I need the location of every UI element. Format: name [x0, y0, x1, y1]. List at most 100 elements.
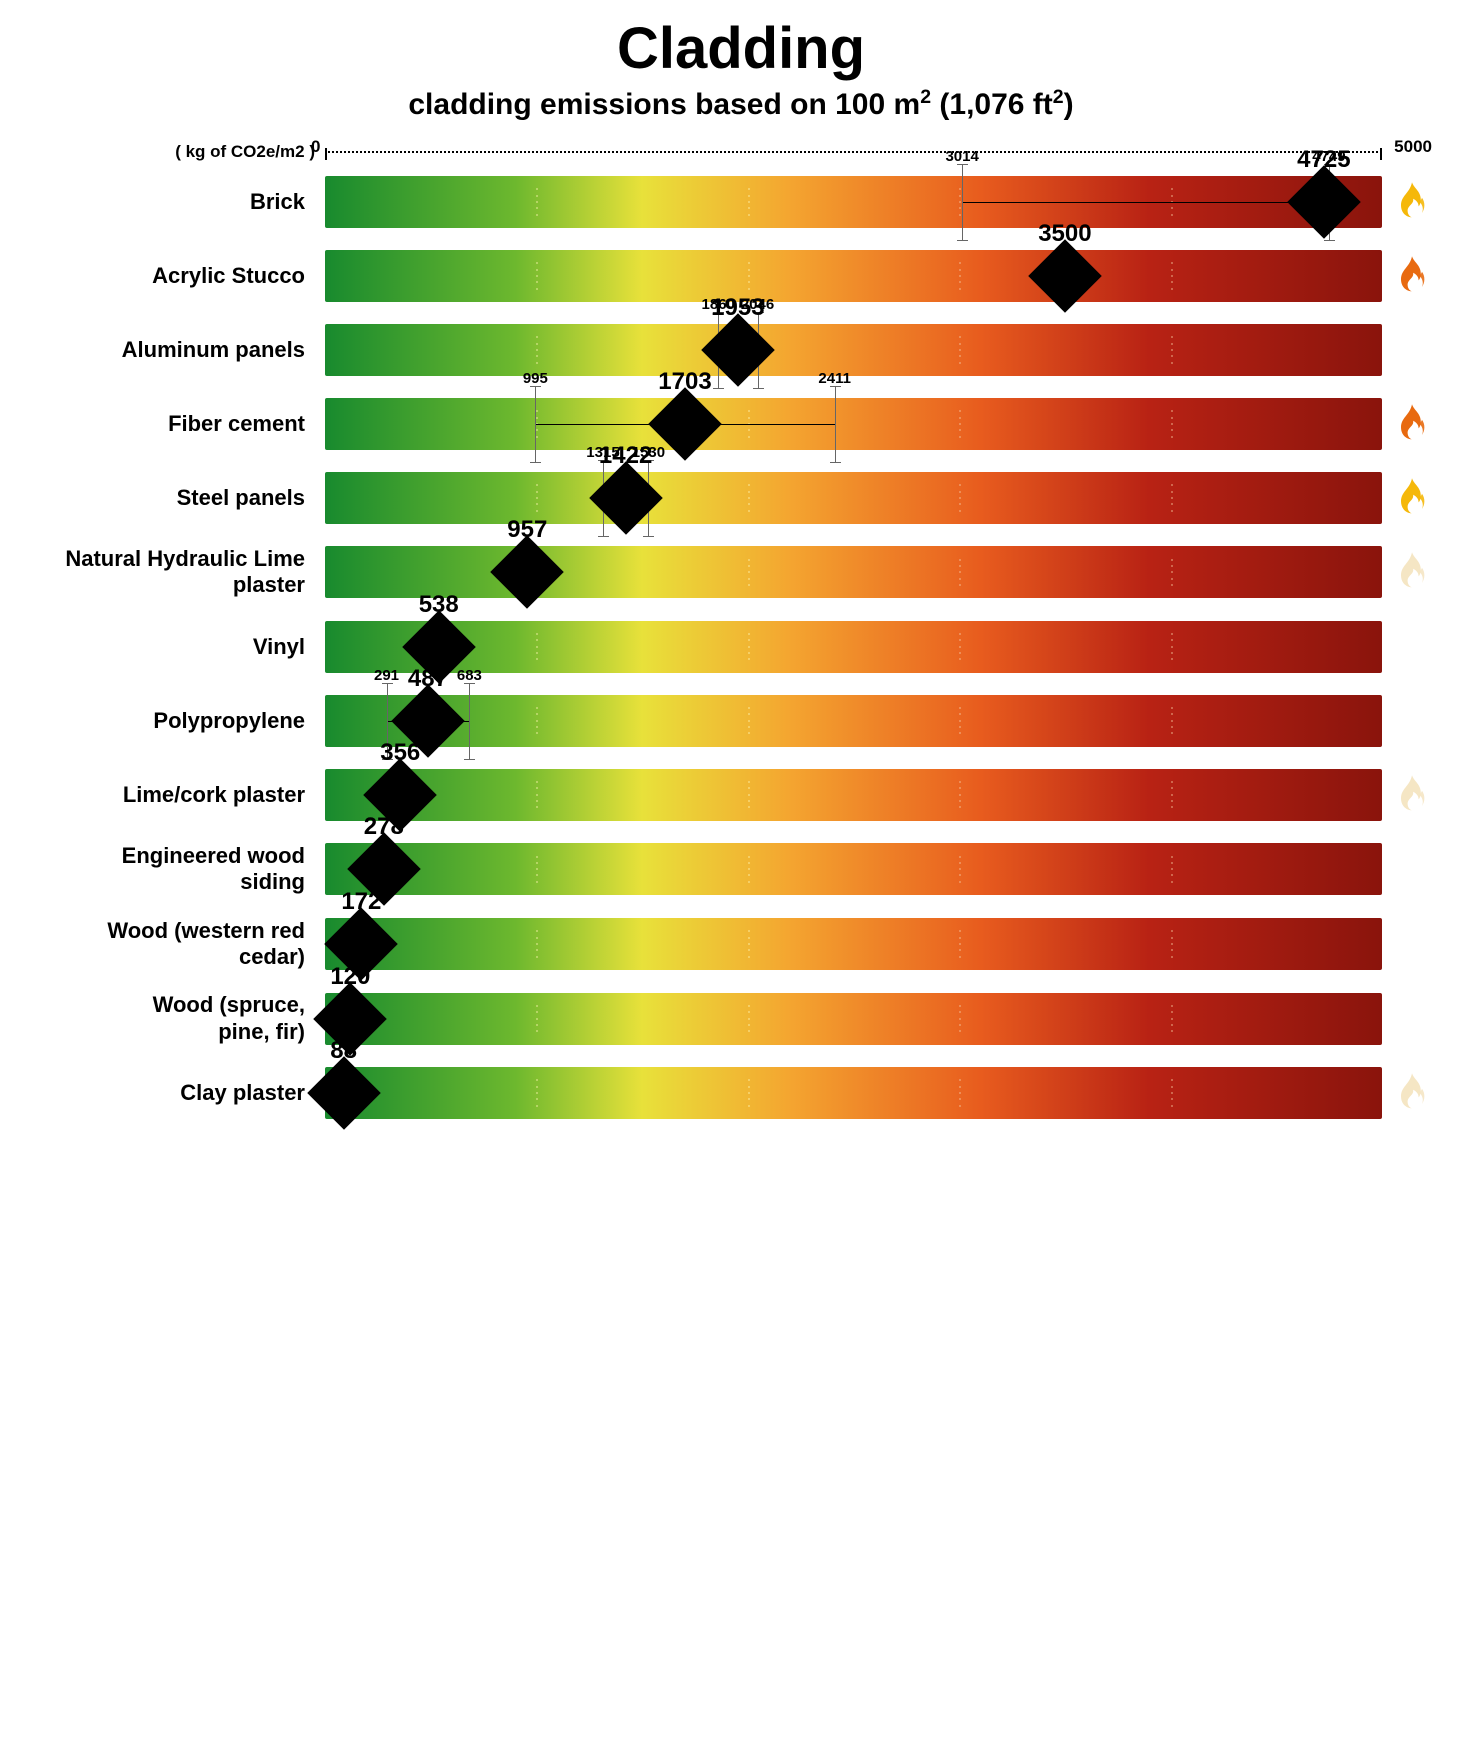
flame-cell — [1382, 402, 1442, 446]
value-label: 278 — [364, 813, 404, 841]
tick-marker — [1171, 472, 1173, 524]
tick-marker — [536, 621, 538, 673]
tick-marker — [1171, 1067, 1173, 1119]
data-row: Polypropylene291683487 — [40, 695, 1442, 747]
flame-cell — [1382, 550, 1442, 594]
row-label: Wood (western redcedar) — [40, 918, 325, 971]
data-row: Natural Hydraulic Limeplaster957 — [40, 546, 1442, 599]
value-label: 3500 — [1038, 220, 1091, 248]
value-label: 356 — [380, 739, 420, 767]
tick-marker — [748, 546, 750, 598]
range-low-label: 3014 — [945, 148, 978, 165]
axis-max-label: 5000 — [1394, 137, 1432, 157]
row-label: Acrylic Stucco — [40, 263, 325, 289]
tick-marker — [1171, 398, 1173, 450]
row-label: Steel panels — [40, 485, 325, 511]
chart-subtitle: cladding emissions based on 100 m2 (1,07… — [40, 86, 1442, 122]
bar-container: 99524111703 — [325, 398, 1382, 450]
row-label: Fiber cement — [40, 411, 325, 437]
bar-container: 301447494725 — [325, 176, 1382, 228]
bar-container: 131515301422 — [325, 472, 1382, 524]
tick-marker — [959, 918, 961, 970]
tick-marker — [1171, 769, 1173, 821]
bar-container: 278 — [325, 843, 1382, 895]
tick-marker — [959, 621, 961, 673]
tick-marker — [959, 324, 961, 376]
tick-marker — [959, 695, 961, 747]
gradient-bar — [325, 1067, 1382, 1119]
value-label: 88 — [330, 1037, 357, 1065]
tick-marker — [748, 695, 750, 747]
tick-marker — [748, 843, 750, 895]
flame-icon — [1393, 402, 1431, 446]
tick-marker — [536, 250, 538, 302]
gradient-bar — [325, 250, 1382, 302]
row-label: Engineered woodsiding — [40, 843, 325, 896]
flame-icon — [1393, 180, 1431, 224]
data-row: Vinyl538 — [40, 621, 1442, 673]
data-row: Engineered woodsiding278 — [40, 843, 1442, 896]
gradient-bar — [325, 993, 1382, 1045]
error-cap — [962, 164, 963, 240]
row-label: Clay plaster — [40, 1080, 325, 1106]
value-label: 1422 — [599, 442, 652, 470]
data-row: Aluminum panels186020461953 — [40, 324, 1442, 376]
tick-marker — [1171, 843, 1173, 895]
row-label: Polypropylene — [40, 708, 325, 734]
row-label: Vinyl — [40, 634, 325, 660]
gradient-bar — [325, 472, 1382, 524]
tick-marker — [959, 769, 961, 821]
row-label: Lime/cork plaster — [40, 782, 325, 808]
tick-marker — [748, 1067, 750, 1119]
flame-icon — [1393, 550, 1431, 594]
axis-min-label: 0 — [311, 137, 320, 157]
flame-cell — [1382, 180, 1442, 224]
tick-marker — [748, 918, 750, 970]
value-label: 957 — [507, 516, 547, 544]
flame-cell — [1382, 476, 1442, 520]
tick-marker — [748, 769, 750, 821]
bar-container: 172 — [325, 918, 1382, 970]
tick-marker — [959, 398, 961, 450]
data-row: Fiber cement99524111703 — [40, 398, 1442, 450]
value-label: 120 — [330, 963, 370, 991]
row-label: Brick — [40, 189, 325, 215]
tick-marker — [959, 843, 961, 895]
tick-marker — [959, 472, 961, 524]
axis-unit-label: ( kg of CO2e/m2 ) — [40, 142, 325, 162]
row-label: Natural Hydraulic Limeplaster — [40, 546, 325, 599]
gradient-bar — [325, 695, 1382, 747]
data-row: Lime/cork plaster356 — [40, 769, 1442, 821]
bar-container: 291683487 — [325, 695, 1382, 747]
data-row: Clay plaster88 — [40, 1067, 1442, 1119]
flame-icon — [1393, 254, 1431, 298]
tick-marker — [536, 176, 538, 228]
row-label: Wood (spruce,pine, fir) — [40, 992, 325, 1045]
tick-marker — [748, 472, 750, 524]
value-label: 538 — [419, 591, 459, 619]
error-cap — [835, 386, 836, 462]
gradient-bar — [325, 324, 1382, 376]
error-cap — [535, 386, 536, 462]
tick-marker — [959, 176, 961, 228]
bar-container: 120 — [325, 993, 1382, 1045]
tick-marker — [536, 1067, 538, 1119]
flame-cell — [1382, 254, 1442, 298]
tick-marker — [536, 993, 538, 1045]
tick-marker — [1171, 993, 1173, 1045]
error-bar — [962, 202, 1329, 203]
range-low-label: 995 — [523, 370, 548, 387]
tick-marker — [1171, 250, 1173, 302]
error-cap — [469, 683, 470, 759]
value-label: 487 — [408, 665, 448, 693]
tick-marker — [536, 324, 538, 376]
flame-cell — [1382, 1071, 1442, 1115]
gradient-bar — [325, 398, 1382, 450]
tick-marker — [536, 695, 538, 747]
bar-container: 186020461953 — [325, 324, 1382, 376]
data-row: Steel panels131515301422 — [40, 472, 1442, 524]
tick-marker — [959, 1067, 961, 1119]
bar-container: 356 — [325, 769, 1382, 821]
tick-marker — [536, 769, 538, 821]
bar-container: 538 — [325, 621, 1382, 673]
